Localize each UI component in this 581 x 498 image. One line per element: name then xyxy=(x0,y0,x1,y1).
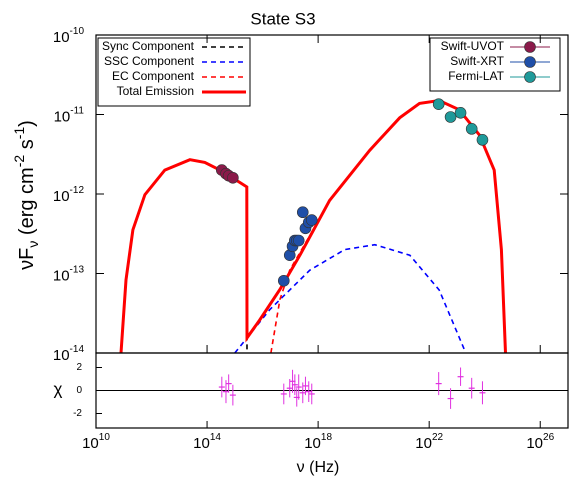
legend-swatch xyxy=(524,56,536,68)
data-point xyxy=(296,206,309,219)
y-tick-label: -2 xyxy=(73,408,82,419)
tick-label: 10-12 xyxy=(53,185,85,205)
y-tick-label: 0 xyxy=(76,385,82,396)
chart-title: State S3 xyxy=(250,9,315,28)
tick-label: 10-14 xyxy=(53,344,85,364)
legend-label: Fermi-LAT xyxy=(448,69,504,83)
legend-label: Sync Component xyxy=(102,39,195,53)
tick-label: 1026 xyxy=(526,432,554,452)
legend-label: EC Component xyxy=(112,69,195,83)
y-tick-label: 2 xyxy=(76,362,82,373)
tick-label: 10-10 xyxy=(53,26,85,46)
data-point xyxy=(432,98,445,110)
legend-label: Swift-UVOT xyxy=(441,39,505,53)
plot-area xyxy=(119,98,507,353)
model-curve xyxy=(120,158,248,353)
legend-label: Total Emission xyxy=(117,84,194,98)
data-point xyxy=(454,107,467,119)
legend-label: Swift-XRT xyxy=(450,54,504,68)
legend-label: SSC Component xyxy=(104,54,195,68)
data-point xyxy=(277,274,290,287)
data-point xyxy=(465,123,478,135)
model-curve xyxy=(119,98,507,353)
residual-axis-label: χ xyxy=(54,379,63,398)
tick-label: 1018 xyxy=(304,432,332,452)
tick-label: 10-13 xyxy=(53,264,85,284)
data-point xyxy=(444,111,457,123)
data-point xyxy=(292,234,305,247)
data-point xyxy=(305,214,318,226)
legend-swatch xyxy=(524,41,536,53)
tick-label: 1022 xyxy=(415,432,443,452)
data-point xyxy=(476,134,489,146)
data-point xyxy=(227,171,239,184)
tick-label: 1014 xyxy=(193,432,221,452)
legend-box xyxy=(97,37,251,107)
x-axis-label: ν (Hz) xyxy=(297,459,340,476)
model-curve xyxy=(234,243,466,353)
y-axis-label: νFν (erg cm-2 s-1) xyxy=(11,120,41,270)
tick-label: 10-11 xyxy=(54,105,85,125)
legend-swatch xyxy=(524,71,536,83)
tick-label: 1010 xyxy=(82,432,110,452)
